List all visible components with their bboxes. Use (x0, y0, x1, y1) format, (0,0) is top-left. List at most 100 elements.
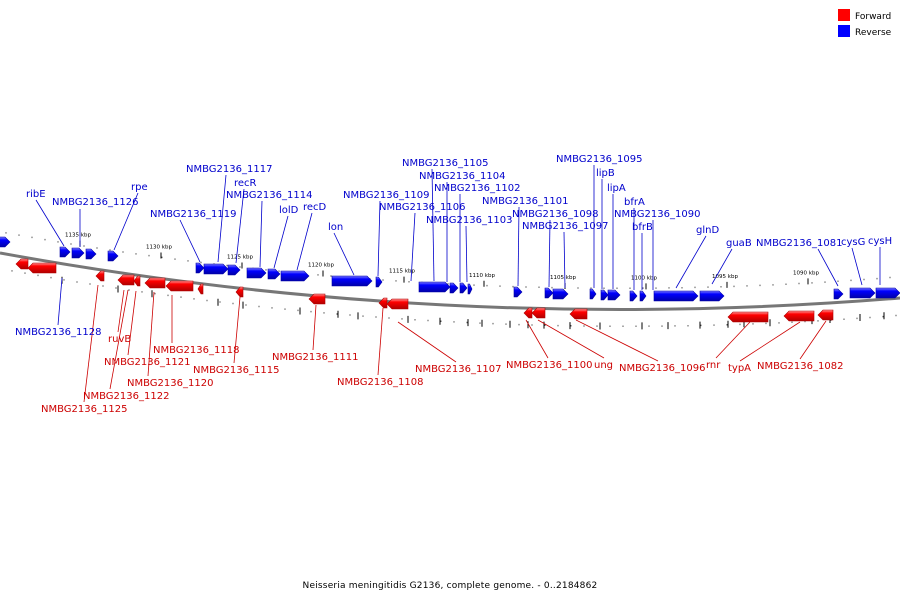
gene-label: NMBG2136_1097 (522, 221, 608, 232)
gene-label: ribE (26, 189, 46, 200)
gene-arrow (308, 293, 326, 305)
gene-label: NMBG2136_1121 (104, 357, 190, 368)
gene-arrow (418, 281, 451, 293)
gene-label: NMBG2136_1122 (83, 391, 169, 402)
gene-arrow (0, 236, 11, 248)
gene-label: NMBG2136_1096 (619, 363, 705, 374)
gene-label: NMBG2136_1081 (756, 238, 842, 249)
gene-arrow (639, 290, 647, 302)
gene-label: NMBG2136_1108 (337, 377, 423, 388)
gene-label: NMBG2136_1106 (379, 202, 465, 213)
legend-forward-label: Forward (855, 12, 891, 22)
gene-arrow (203, 263, 229, 275)
gene-arrow (531, 307, 546, 319)
gene-arrow (195, 262, 205, 274)
leader-line (517, 206, 520, 287)
gene-arrow (375, 276, 383, 288)
gene-label: NMBG2136_1117 (186, 164, 272, 175)
leader-lines (35, 165, 881, 403)
scale-tick-label: 1110 kbp (469, 273, 495, 279)
gene-label: recR (234, 178, 257, 189)
scale-tick-label: 1135 kbp (65, 233, 91, 239)
gene-label: NMBG2136_1104 (419, 171, 505, 182)
gene-arrow (85, 248, 97, 260)
gene-arrow (227, 264, 241, 276)
gene-label: NMBG2136_1103 (426, 215, 512, 226)
leader-line (799, 320, 827, 360)
leader-line (113, 192, 139, 251)
leader-line (817, 248, 839, 287)
gene-arrow (552, 288, 569, 300)
gene-label: NMBG2136_1125 (41, 404, 127, 415)
gene-arrow (107, 250, 119, 262)
leader-line (83, 284, 99, 403)
leader-line (563, 231, 566, 289)
gene-arrow (523, 307, 533, 319)
gene-label: NMBG2136_1109 (343, 190, 429, 201)
gene-arrow (27, 262, 57, 274)
gene-arrow (849, 287, 876, 299)
leader-line (410, 212, 416, 282)
gene-arrow (95, 270, 105, 282)
gene-label: glnD (696, 225, 719, 236)
gene-label: NMBG2136_1107 (415, 364, 501, 375)
gene-label: NMBG2136_1098 (512, 209, 598, 220)
gene-label: lipA (607, 183, 626, 194)
leader-line (575, 319, 659, 362)
gene-arrow (544, 287, 554, 299)
gene-arrow (783, 310, 815, 322)
gene-label: NMBG2136_1102 (434, 183, 520, 194)
gene-label: ruvB (108, 334, 131, 345)
gene-arrow (600, 289, 609, 301)
gene-label: recD (303, 202, 327, 213)
gene-arrow (467, 283, 473, 295)
gene-arrow (331, 275, 373, 287)
gene-arrow (459, 282, 468, 294)
leader-line (147, 291, 155, 377)
gene-label: lon (328, 222, 343, 233)
leader-line (397, 321, 457, 363)
leader-line (548, 219, 551, 288)
leader-line (431, 168, 435, 282)
gene-arrow (817, 309, 834, 321)
gene-label: NMBG2136_1115 (193, 365, 279, 376)
gene-label: lipB (596, 168, 615, 179)
gene-arrow (165, 280, 194, 292)
gene-arrow (607, 289, 621, 301)
leader-line (739, 321, 801, 362)
leader-line (233, 296, 241, 364)
gene-features (0, 236, 900, 323)
gene-label: NMBG2136_1105 (402, 158, 488, 169)
gene-label: NMBG2136_1082 (757, 361, 843, 372)
gene-label: NMBG2136_1119 (150, 209, 236, 220)
leader-line (312, 304, 317, 351)
gene-label: NMBG2136_1114 (226, 190, 312, 201)
gene-arrow (280, 270, 310, 282)
scale-ticks: 1135 kbp 1130 kbp 1125 kbp 1120 kbp 1115 kbp… (65, 233, 819, 290)
gene-arrow (449, 282, 459, 294)
gene-arrow (699, 290, 725, 302)
leader-line (537, 319, 605, 359)
genome-backbone (0, 251, 900, 311)
gene-arrow (117, 274, 135, 286)
gene-arrow (59, 246, 71, 258)
gene-label: NMBG2136_1100 (506, 360, 592, 371)
gene-label: bfrA (624, 197, 645, 208)
gene-label: NMBG2136_1101 (482, 196, 568, 207)
gene-arrow (569, 308, 588, 320)
leader-line (109, 289, 129, 390)
gene-labels: ribE NMBG2136_1126 rpe NMBG2136_1119 NMBG213… (15, 154, 892, 415)
legend-forward-swatch (838, 9, 850, 21)
leader-line (525, 319, 549, 359)
leader-line (179, 219, 201, 263)
legend: Forward Reverse (838, 9, 892, 38)
scale-tick-label: 1105 kbp (550, 275, 576, 281)
gene-label: NMBG2136_1120 (127, 378, 213, 389)
leader-line (117, 289, 125, 333)
gene-label: cysH (868, 236, 892, 247)
gene-label: NMBG2136_1111 (272, 352, 358, 363)
legend-reverse-label: Reverse (855, 28, 892, 38)
leader-line (127, 290, 137, 356)
gene-label: rpe (131, 182, 148, 193)
